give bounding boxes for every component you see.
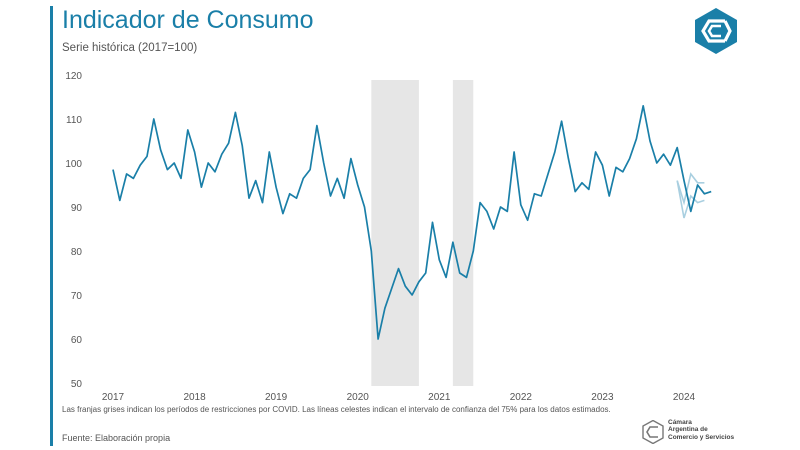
y-tick-label: 120	[65, 71, 82, 82]
org-name: Cámara Argentina de Comercio y Servicios	[668, 419, 734, 441]
y-tick-label: 90	[71, 203, 83, 214]
ci-lower-line	[676, 180, 705, 219]
y-tick-label: 70	[71, 291, 83, 302]
x-tick-label: 2020	[347, 392, 370, 403]
y-tick-label: 100	[65, 159, 82, 170]
x-tick-label: 2024	[673, 392, 696, 403]
y-tick-label: 80	[71, 247, 83, 258]
y-tick-label: 50	[71, 379, 83, 390]
cac-logo-small-icon	[642, 420, 664, 444]
x-tick-label: 2018	[183, 392, 206, 403]
x-axis: 2017 2018 2019 2020 2021 2022 2023 2024	[102, 392, 696, 403]
accent-bar	[50, 6, 53, 446]
covid-band	[452, 80, 474, 386]
x-tick-label: 2023	[591, 392, 614, 403]
series-line	[112, 104, 712, 340]
y-axis: 50 60 70 80 90 100 110 120	[65, 71, 82, 390]
org-line: Cámara	[668, 419, 692, 426]
chart-footnote: Las franjas grises indican los períodos …	[62, 405, 611, 414]
ci-upper-line	[676, 172, 705, 206]
x-tick-label: 2017	[102, 392, 125, 403]
x-tick-label: 2022	[510, 392, 533, 403]
y-tick-label: 60	[71, 335, 83, 346]
x-tick-label: 2021	[428, 392, 451, 403]
series	[112, 104, 712, 340]
confidence-interval	[676, 172, 705, 219]
org-line: Comercio y Servicios	[668, 433, 735, 441]
chart-title: Indicador de Consumo	[62, 6, 314, 34]
x-tick-label: 2019	[265, 392, 288, 403]
source-note: Fuente: Elaboración propia	[62, 433, 171, 443]
org-line: Argentina de	[668, 426, 708, 434]
covid-bands	[371, 80, 474, 386]
cac-logo-icon	[695, 8, 737, 54]
covid-band	[371, 80, 419, 386]
y-tick-label: 110	[66, 115, 82, 126]
chart-subtitle: Serie histórica (2017=100)	[62, 42, 198, 54]
